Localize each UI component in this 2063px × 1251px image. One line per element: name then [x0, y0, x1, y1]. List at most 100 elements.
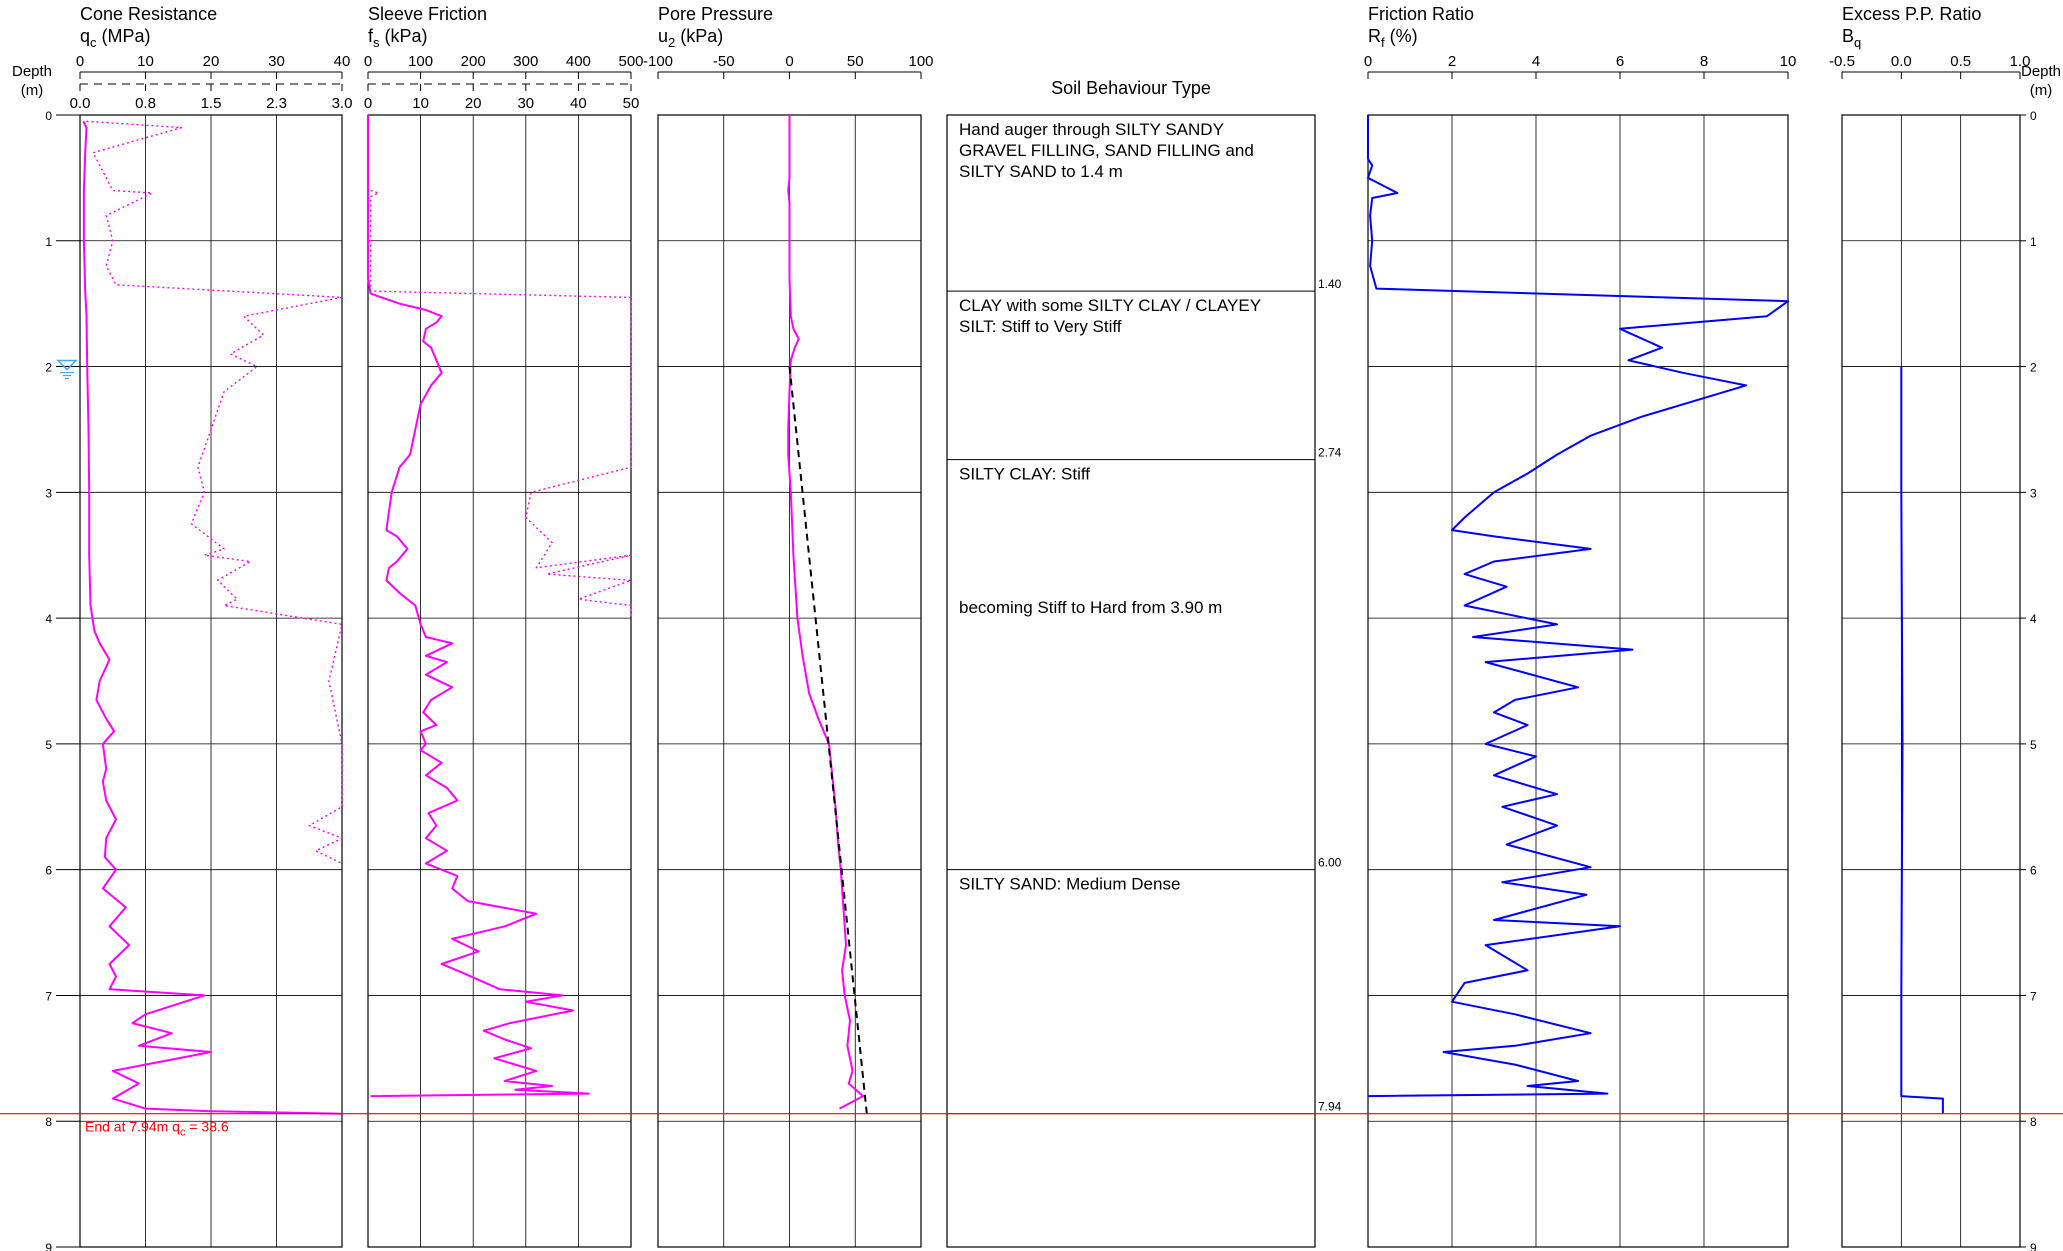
depth-tick-label-right: 8 [2030, 1115, 2037, 1129]
soil-boundary-depth-label: 6.00 [1318, 856, 1342, 870]
depth-tick-label: 1 [45, 235, 52, 249]
top-tick-label: 0 [76, 53, 84, 70]
panel-unit: Bq [1842, 26, 1861, 50]
series-line [82, 120, 343, 1115]
secondary-tick-label: 20 [465, 95, 482, 112]
top-tick-label: 0 [364, 53, 372, 70]
top-tick-label: 4 [1532, 53, 1540, 70]
depth-tick-label: 2 [45, 361, 52, 375]
panel-title: Friction Ratio [1368, 4, 1474, 24]
series-line [1367, 115, 1789, 1098]
top-tick-label: 10 [137, 53, 154, 70]
depth-tick-label-right: 1 [2030, 235, 2037, 249]
panel-frame [1841, 114, 2021, 1248]
depth-tick-label-right: 2 [2030, 361, 2037, 375]
depth-axis-label: Depth [12, 63, 52, 80]
soil-description-line: SILTY SAND to 1.4 m [959, 162, 1123, 181]
series-line [787, 115, 865, 1110]
series-dotted-line [86, 120, 343, 865]
top-tick-label: 10 [1780, 53, 1797, 70]
top-tick-label: 8 [1700, 53, 1708, 70]
top-tick-label: 300 [513, 53, 538, 70]
panel-frame [1367, 114, 1789, 1248]
depth-tick-label-right: 3 [2030, 486, 2037, 500]
secondary-tick-label: 50 [623, 95, 640, 112]
depth-tick-label: 9 [45, 1241, 52, 1251]
panel-unit: fs (kPa) [368, 26, 428, 50]
panel-unit: u2 (kPa) [658, 26, 723, 50]
top-tick-label: -100 [643, 53, 673, 70]
secondary-tick-label: 30 [517, 95, 534, 112]
soil-description-line: Hand auger through SILTY SANDY [959, 120, 1224, 139]
top-tick-label: 400 [566, 53, 591, 70]
secondary-tick-label: 2.3 [266, 95, 287, 112]
top-tick-label: -50 [713, 53, 735, 70]
depth-tick-label: 3 [45, 486, 52, 500]
soil-boundary-depth-label: 1.40 [1318, 277, 1342, 291]
depth-tick-label-right: 7 [2030, 989, 2037, 1003]
top-tick-label: 0 [785, 53, 793, 70]
depth-tick-label: 5 [45, 738, 52, 752]
top-tick-label: 0.0 [1891, 53, 1912, 70]
end-of-test-label: End at 7.94m qc = 38.6 [85, 1119, 229, 1139]
depth-tick-label: 8 [45, 1115, 52, 1129]
depth-axis-label-right: Depth [2021, 63, 2061, 80]
soil-panel-frame [946, 114, 1316, 1248]
panel-title: Pore Pressure [658, 4, 773, 24]
soil-description-line: GRAVEL FILLING, SAND FILLING and [959, 141, 1254, 160]
top-tick-label: 100 [908, 53, 933, 70]
panel-unit: qc (MPa) [80, 26, 151, 50]
depth-tick-label: 0 [45, 109, 52, 123]
top-tick-label: 6 [1616, 53, 1624, 70]
panel-frame [367, 114, 632, 1248]
secondary-tick-label: 3.0 [332, 95, 353, 112]
top-tick-label: 0.5 [1950, 53, 1971, 70]
panel-title: Sleeve Friction [368, 4, 487, 24]
secondary-tick-label: 0 [364, 95, 372, 112]
secondary-tick-label: 1.5 [201, 95, 222, 112]
soil-panel-title: Soil Behaviour Type [1051, 78, 1211, 98]
depth-tick-label-right: 6 [2030, 864, 2037, 878]
panel-title: Cone Resistance [80, 4, 217, 24]
depth-tick-label-right: 9 [2030, 1241, 2037, 1251]
depth-tick-label: 7 [45, 989, 52, 1003]
soil-description-line: SILTY CLAY: Stiff [959, 465, 1090, 484]
top-tick-label: 30 [268, 53, 285, 70]
top-tick-label: 50 [847, 53, 864, 70]
soil-description-line: SILT: Stiff to Very Stiff [959, 317, 1122, 336]
depth-axis-unit-right: (m) [2030, 82, 2053, 99]
top-tick-label: -0.5 [1829, 53, 1855, 70]
soil-boundary-depth-label: 7.94 [1318, 1100, 1342, 1114]
depth-axis-unit: (m) [21, 82, 44, 99]
depth-tick-label-right: 0 [2030, 109, 2037, 123]
top-tick-label: 200 [461, 53, 486, 70]
secondary-tick-label: 0.8 [135, 95, 156, 112]
series-line [367, 115, 590, 1098]
top-tick-label: 100 [408, 53, 433, 70]
top-tick-label: 20 [203, 53, 220, 70]
top-tick-label: 500 [618, 53, 643, 70]
top-tick-label: 0 [1364, 53, 1372, 70]
soil-description-line: CLAY with some SILTY CLAY / CLAYEY [959, 296, 1261, 315]
depth-tick-label: 6 [45, 864, 52, 878]
secondary-tick-label: 40 [570, 95, 587, 112]
top-tick-label: 2 [1448, 53, 1456, 70]
water-triangle [56, 359, 78, 371]
water-table-icon [56, 359, 78, 380]
soil-boundary-depth-label: 2.74 [1318, 446, 1342, 460]
hydrostatic-line [788, 366, 868, 1114]
series-line [1900, 366, 1944, 1114]
depth-tick-label: 4 [45, 612, 52, 626]
depth-tick-label-right: 4 [2030, 612, 2037, 626]
soil-description-line: becoming Stiff to Hard from 3.90 m [959, 598, 1222, 617]
series-dotted-line [369, 189, 632, 619]
panel-unit: Rf (%) [1368, 26, 1418, 50]
top-tick-label: 40 [334, 53, 351, 70]
top-tick-label: 1.0 [2010, 53, 2031, 70]
secondary-tick-label: 0.0 [70, 95, 91, 112]
secondary-tick-label: 10 [412, 95, 429, 112]
panel-title: Excess P.P. Ratio [1842, 4, 1981, 24]
depth-tick-label-right: 5 [2030, 738, 2037, 752]
soil-description-line: SILTY SAND: Medium Dense [959, 875, 1180, 894]
